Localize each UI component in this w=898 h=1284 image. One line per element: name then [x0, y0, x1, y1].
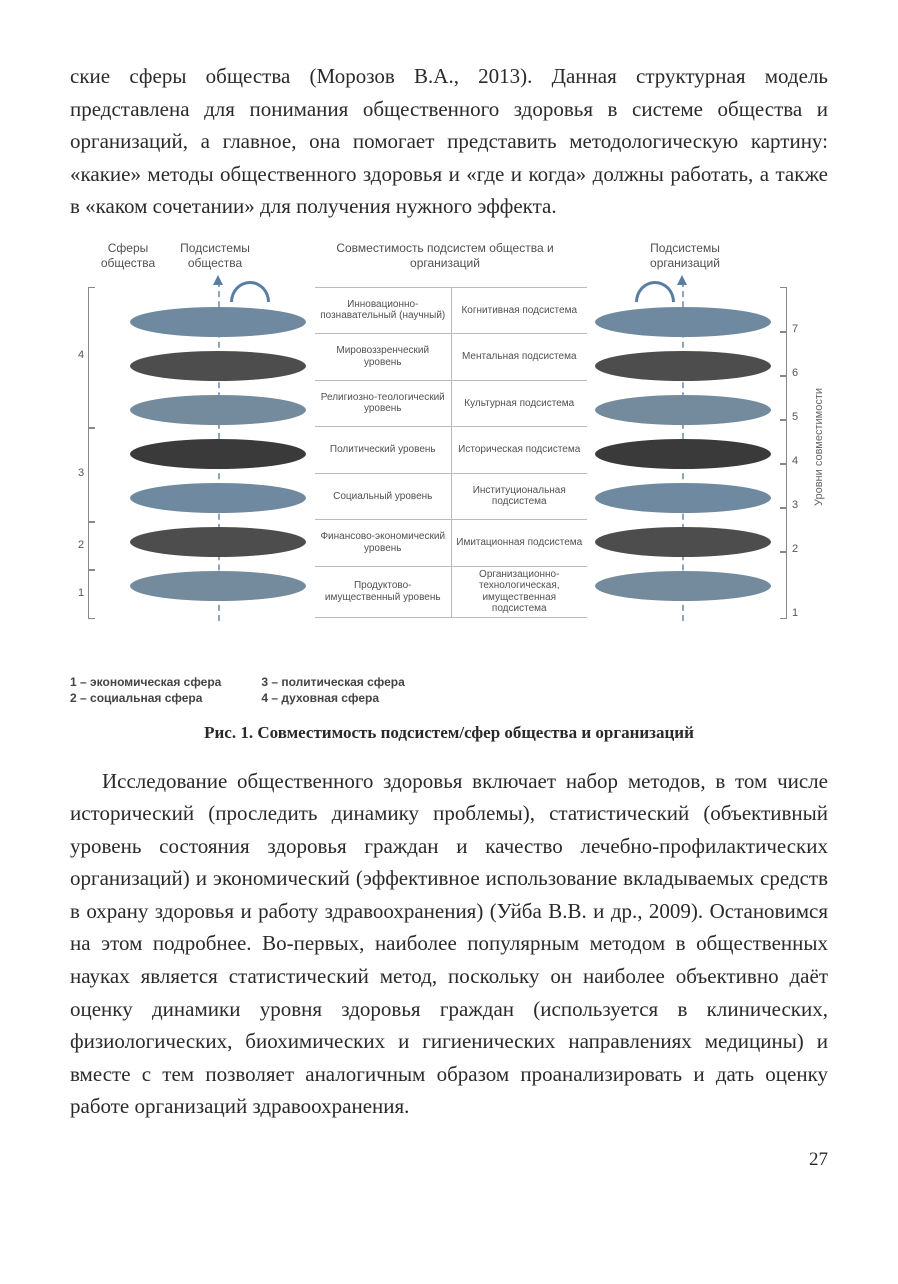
right-num-5: 5: [792, 411, 798, 423]
disc-stack-left: [130, 297, 306, 604]
cell-r3c1: Религиозно-теологический уровень: [315, 381, 452, 427]
legend-3: 3 – политическая сфера: [261, 675, 404, 689]
right-num-7: 7: [792, 323, 798, 335]
side-label: Уровни совместимости: [813, 388, 825, 506]
right-num-3: 3: [792, 499, 798, 511]
cell-r4c1: Политический уровень: [315, 427, 452, 473]
right-num-4: 4: [792, 455, 798, 467]
compat-table: Инновационно-познавательный (научный)Ког…: [315, 287, 587, 618]
cell-r1c1: Инновационно-познавательный (научный): [315, 288, 452, 334]
cell-r5c1: Социальный уровень: [315, 474, 452, 520]
col-header-1: Сферы общества: [98, 241, 158, 271]
right-num-1: 1: [792, 607, 798, 619]
arrow-left: [213, 275, 223, 285]
paragraph-2: Исследование общественного здоровья вклю…: [70, 765, 828, 1123]
figure-1: Сферы общества Подсистемы общества Совме…: [70, 241, 828, 705]
cell-r6c2: Имитационная подсистема: [452, 520, 588, 566]
cell-r2c2: Ментальная подсистема: [452, 334, 588, 380]
paragraph-1: ские сферы общества (Морозов В.А., 2013)…: [70, 60, 828, 223]
cell-r7c2: Организационно-технологическая, имуществ…: [452, 567, 588, 617]
legend-4: 4 – духовная сфера: [261, 691, 404, 705]
legend-1: 1 – экономическая сфера: [70, 675, 221, 689]
cell-r1c2: Когнитивная подсистема: [452, 288, 588, 334]
col-header-2: Подсистемы общества: [170, 241, 260, 271]
legend-2: 2 – социальная сфера: [70, 691, 221, 705]
cell-r5c2: Институциональная подсистема: [452, 474, 588, 520]
left-num-4: 4: [78, 349, 84, 361]
arrow-right: [677, 275, 687, 285]
page-number: 27: [70, 1149, 828, 1171]
left-num-1: 1: [78, 587, 84, 599]
cell-r2c1: Мировоззренческий уровень: [315, 334, 452, 380]
cell-r4c2: Историческая подсистема: [452, 427, 588, 473]
figure-legend: 1 – экономическая сфера 2 – социальная с…: [70, 675, 828, 705]
col-header-4: Подсистемы организаций: [635, 241, 735, 271]
figure-caption: Рис. 1. Совместимость подсистем/сфер общ…: [70, 723, 828, 743]
left-num-3: 3: [78, 467, 84, 479]
right-num-6: 6: [792, 367, 798, 379]
col-header-3: Совместимость подсистем общества и орган…: [315, 241, 575, 271]
left-num-2: 2: [78, 539, 84, 551]
cell-r3c2: Культурная подсистема: [452, 381, 588, 427]
disc-stack-right: [595, 297, 771, 604]
right-num-2: 2: [792, 543, 798, 555]
cell-r7c1: Продуктово-имущественный уровень: [315, 567, 452, 617]
cell-r6c1: Финансово-экономический уровень: [315, 520, 452, 566]
